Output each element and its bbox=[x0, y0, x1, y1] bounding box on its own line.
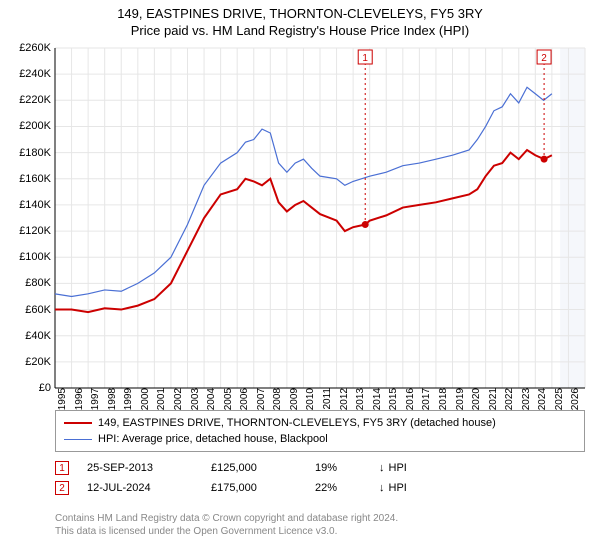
plot-svg: 12 bbox=[55, 48, 585, 388]
x-axis-label: 2007 bbox=[254, 388, 267, 410]
transaction-pct: 19% bbox=[315, 462, 375, 474]
x-axis-label: 2020 bbox=[469, 388, 482, 410]
x-axis-label: 2013 bbox=[353, 388, 366, 410]
x-axis-label: 2010 bbox=[303, 388, 316, 410]
x-axis-label: 2002 bbox=[171, 388, 184, 410]
x-axis-label: 2012 bbox=[337, 388, 350, 410]
x-axis-label: 2000 bbox=[138, 388, 151, 410]
x-axis-label: 2016 bbox=[403, 388, 416, 410]
x-axis-label: 2024 bbox=[535, 388, 548, 410]
x-axis-label: 1999 bbox=[121, 388, 134, 410]
copyright-notice: Contains HM Land Registry data © Crown c… bbox=[55, 512, 398, 538]
x-axis-label: 2015 bbox=[386, 388, 399, 410]
legend-row: 149, EASTPINES DRIVE, THORNTON-CLEVELEYS… bbox=[64, 415, 576, 431]
legend-label: HPI: Average price, detached house, Blac… bbox=[98, 433, 328, 445]
x-axis-label: 2014 bbox=[370, 388, 383, 410]
legend-swatch bbox=[64, 439, 92, 440]
y-axis-label: £80K bbox=[25, 277, 55, 289]
x-axis-label: 2018 bbox=[436, 388, 449, 410]
x-axis-label: 2009 bbox=[287, 388, 300, 410]
x-axis-label: 1997 bbox=[88, 388, 101, 410]
transaction-vs: HPI bbox=[389, 462, 407, 474]
legend: 149, EASTPINES DRIVE, THORNTON-CLEVELEYS… bbox=[55, 410, 585, 452]
x-axis-label: 1995 bbox=[55, 388, 68, 410]
copyright-line2: This data is licensed under the Open Gov… bbox=[55, 525, 398, 538]
transaction-date: 25-SEP-2013 bbox=[87, 462, 207, 474]
svg-text:2: 2 bbox=[541, 53, 547, 64]
transaction-direction-icon: ↓ bbox=[379, 462, 385, 474]
y-axis-label: £120K bbox=[19, 225, 55, 237]
y-axis-label: £60K bbox=[25, 304, 55, 316]
y-axis-label: £160K bbox=[19, 173, 55, 185]
x-axis-label: 2005 bbox=[221, 388, 234, 410]
x-axis-label: 2025 bbox=[552, 388, 565, 410]
transaction-row: 1 25-SEP-2013 £125,000 19% ↓ HPI bbox=[55, 458, 407, 478]
y-axis-label: £180K bbox=[19, 147, 55, 159]
y-axis-label: £240K bbox=[19, 68, 55, 80]
transaction-price: £175,000 bbox=[211, 482, 311, 494]
x-axis-label: 2021 bbox=[486, 388, 499, 410]
x-axis-label: 2008 bbox=[270, 388, 283, 410]
x-axis-label: 2017 bbox=[419, 388, 432, 410]
y-axis-label: £0 bbox=[39, 382, 55, 394]
y-axis-label: £100K bbox=[19, 251, 55, 263]
x-axis-label: 2011 bbox=[320, 388, 333, 410]
x-axis-label: 2001 bbox=[154, 388, 167, 410]
chart-subtitle: Price paid vs. HM Land Registry's House … bbox=[0, 23, 600, 38]
copyright-line1: Contains HM Land Registry data © Crown c… bbox=[55, 512, 398, 525]
x-axis-label: 2003 bbox=[188, 388, 201, 410]
x-axis-label: 2006 bbox=[237, 388, 250, 410]
chart-title-address: 149, EASTPINES DRIVE, THORNTON-CLEVELEYS… bbox=[0, 6, 600, 21]
transactions-table: 1 25-SEP-2013 £125,000 19% ↓ HPI 2 12-JUL-2024 £… bbox=[55, 458, 407, 498]
legend-label: 149, EASTPINES DRIVE, THORNTON-CLEVELEYS… bbox=[98, 417, 496, 429]
y-axis-label: £220K bbox=[19, 94, 55, 106]
y-axis-label: £40K bbox=[25, 330, 55, 342]
y-axis-label: £260K bbox=[19, 42, 55, 54]
transaction-price: £125,000 bbox=[211, 462, 311, 474]
house-price-chart: 149, EASTPINES DRIVE, THORNTON-CLEVELEYS… bbox=[0, 0, 600, 560]
y-axis-label: £200K bbox=[19, 120, 55, 132]
transaction-marker: 2 bbox=[55, 481, 69, 495]
y-axis-label: £20K bbox=[25, 356, 55, 368]
transaction-date: 12-JUL-2024 bbox=[87, 482, 207, 494]
svg-text:1: 1 bbox=[362, 53, 368, 64]
x-axis-label: 2004 bbox=[204, 388, 217, 410]
legend-row: HPI: Average price, detached house, Blac… bbox=[64, 431, 576, 447]
transaction-direction-icon: ↓ bbox=[379, 482, 385, 494]
transaction-pct: 22% bbox=[315, 482, 375, 494]
x-axis-label: 2022 bbox=[502, 388, 515, 410]
x-axis-label: 2019 bbox=[453, 388, 466, 410]
transaction-vs: HPI bbox=[389, 482, 407, 494]
chart-title-block: 149, EASTPINES DRIVE, THORNTON-CLEVELEYS… bbox=[0, 0, 600, 38]
y-axis-label: £140K bbox=[19, 199, 55, 211]
plot-area: 12 £0£20K£40K£60K£80K£100K£120K£140K£160… bbox=[55, 48, 585, 388]
transaction-marker: 1 bbox=[55, 461, 69, 475]
legend-swatch bbox=[64, 422, 92, 424]
x-axis-label: 2023 bbox=[519, 388, 532, 410]
x-axis-label: 1996 bbox=[72, 388, 85, 410]
x-axis-label: 2026 bbox=[568, 388, 581, 410]
transaction-row: 2 12-JUL-2024 £175,000 22% ↓ HPI bbox=[55, 478, 407, 498]
x-axis-label: 1998 bbox=[105, 388, 118, 410]
